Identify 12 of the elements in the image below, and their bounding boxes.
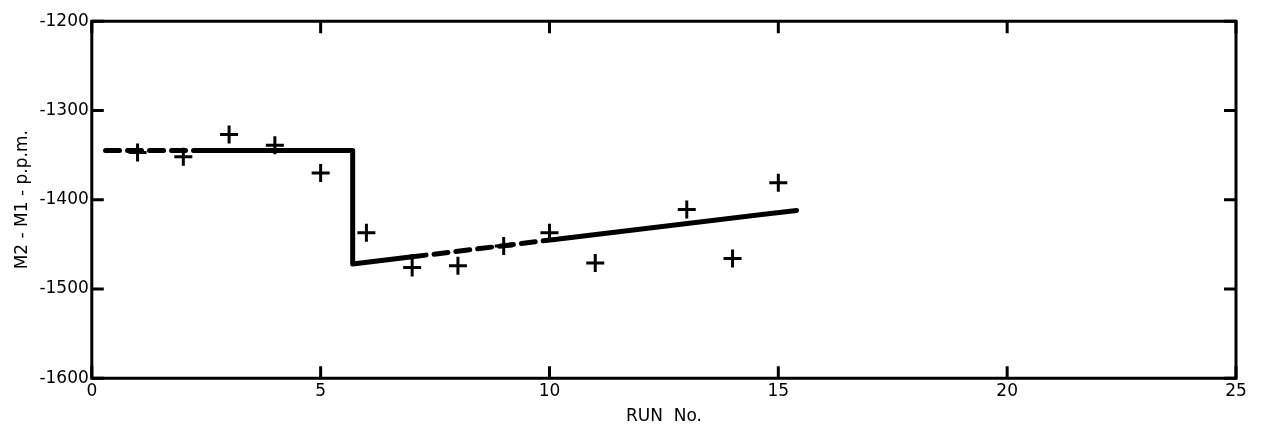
x-tick-label: 20 xyxy=(996,379,1018,400)
x-tick-label: 25 xyxy=(1225,379,1247,400)
y-tick-label: -1600 xyxy=(39,366,89,387)
x-tick-label: 5 xyxy=(315,379,327,400)
x-tick-label: 15 xyxy=(767,379,790,400)
x-axis-title: RUN No. xyxy=(625,405,702,426)
y-tick-label: -1200 xyxy=(39,9,89,30)
y-tick-label: -1300 xyxy=(39,98,89,119)
y-axis-title: M2 - M1 - p.p.m. xyxy=(10,130,31,270)
x-tick-label: 10 xyxy=(538,379,561,400)
y-tick-label: -1500 xyxy=(39,277,89,298)
y-tick-label: -1400 xyxy=(39,188,89,209)
